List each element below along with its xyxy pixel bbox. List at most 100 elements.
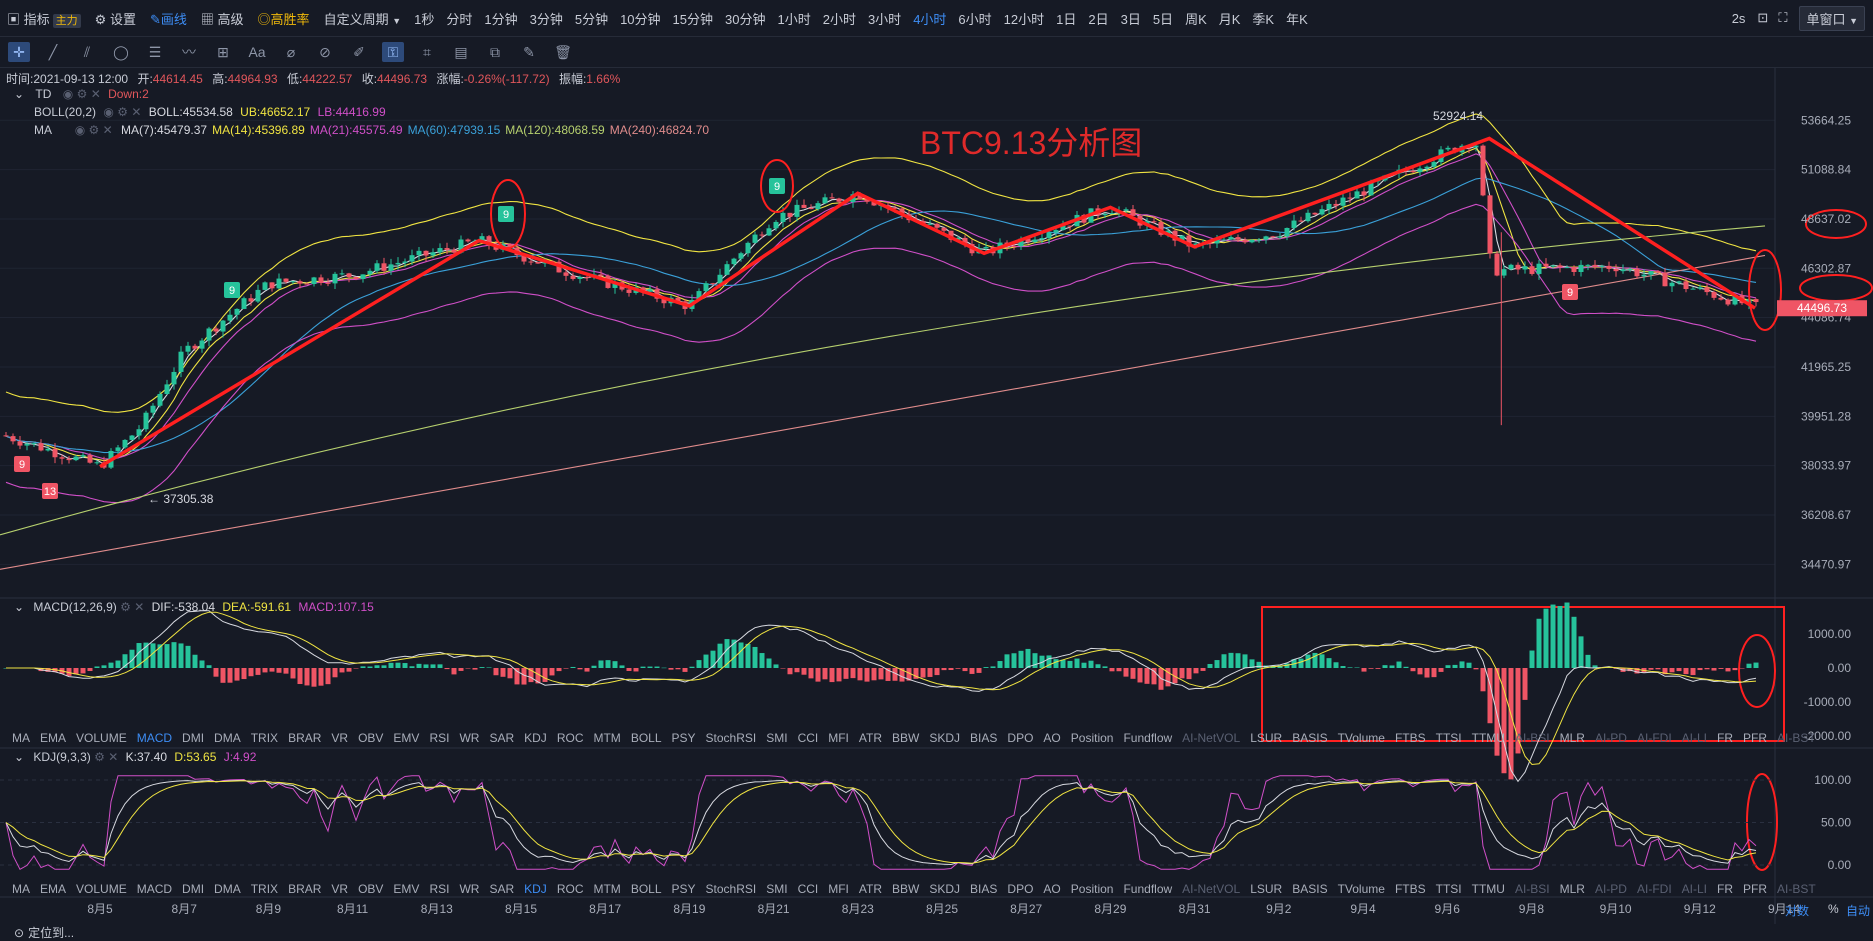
- indicator-tab-pfr[interactable]: PFR: [1743, 731, 1767, 745]
- indicator-tab-ao[interactable]: AO: [1043, 731, 1061, 745]
- gear-icon[interactable]: ⚙: [117, 105, 128, 119]
- indicator-tab-volume[interactable]: VOLUME: [76, 731, 127, 745]
- close-icon[interactable]: ✕: [131, 105, 142, 119]
- indicator-tab-dpo[interactable]: DPO: [1007, 731, 1034, 745]
- indicator-tab-obv[interactable]: OBV: [358, 882, 384, 896]
- indicator-tab-dma[interactable]: DMA: [214, 882, 241, 896]
- period-10[interactable]: 3小时: [867, 11, 902, 27]
- indicator-tab-ftbs[interactable]: FTBS: [1394, 882, 1426, 896]
- indicator-tab-ai-bsi[interactable]: AI-BSI: [1514, 731, 1550, 745]
- indicator-tab-ai-netvol[interactable]: AI-NetVOL: [1182, 882, 1241, 896]
- indicator-tab-smi[interactable]: SMI: [766, 731, 788, 745]
- period-2[interactable]: 1分钟: [484, 11, 518, 27]
- indicator-tab-atr[interactable]: ATR: [858, 882, 883, 896]
- indicator-tab-ai-li[interactable]: AI-LI: [1681, 882, 1707, 896]
- indicator-tab-ema[interactable]: EMA: [40, 882, 67, 896]
- lock-drawing-icon[interactable]: ⚿: [382, 42, 404, 62]
- indicator-tab-skdj[interactable]: SKDJ: [929, 882, 961, 896]
- fullscreen-icon[interactable]: ⛶: [1778, 10, 1788, 25]
- indicator-tab-bbw[interactable]: BBW: [892, 882, 920, 896]
- indicator-tab-stochrsi[interactable]: StochRSI: [705, 882, 757, 896]
- indicator-tab-ema[interactable]: EMA: [40, 731, 67, 745]
- collapse-icon[interactable]: ⌄: [14, 87, 25, 101]
- indicator-tab-ttsi[interactable]: TTSI: [1435, 882, 1462, 896]
- indicator-tab-ttsi[interactable]: TTSI: [1435, 731, 1462, 745]
- indicator-tab-lsur[interactable]: LSUR: [1250, 882, 1283, 896]
- gear-icon[interactable]: ⚙: [94, 750, 105, 764]
- measure-tool-icon[interactable]: ⊞: [217, 43, 229, 60]
- settings-button[interactable]: ⚙ 设置: [94, 11, 136, 27]
- edit-icon[interactable]: ✎: [523, 43, 535, 60]
- indicator-tab-sar[interactable]: SAR: [489, 731, 515, 745]
- indicator-tab-ai-fdi[interactable]: AI-FDI: [1636, 882, 1672, 896]
- period-16[interactable]: 3日: [1120, 11, 1141, 27]
- indicator-tab-fr[interactable]: FR: [1717, 882, 1733, 896]
- eye-icon[interactable]: ◉: [103, 105, 114, 119]
- advanced-button[interactable]: ▦ 高级: [200, 11, 244, 27]
- indicator-tab-ai-pd[interactable]: AI-PD: [1594, 731, 1627, 745]
- indicator-tab-ai-bst[interactable]: AI-BST: [1777, 731, 1816, 745]
- indicator-tab-dpo[interactable]: DPO: [1007, 882, 1034, 896]
- period-19[interactable]: 月K: [1218, 11, 1241, 27]
- trash-icon[interactable]: 🗑: [554, 43, 572, 60]
- close-icon[interactable]: ✕: [90, 87, 101, 101]
- indicator-tab-boll[interactable]: BOLL: [630, 882, 662, 896]
- period-17[interactable]: 5日: [1152, 11, 1174, 27]
- indicator-tab-dmi[interactable]: DMI: [182, 731, 205, 745]
- pattern-tool-icon[interactable]: ⌗: [423, 43, 431, 60]
- indicator-tab-ma[interactable]: MA: [12, 882, 30, 896]
- indicator-tab-lsur[interactable]: LSUR: [1250, 731, 1283, 745]
- text-tool-icon[interactable]: Aa: [248, 44, 266, 60]
- winrate-button[interactable]: ◎高胜率: [257, 11, 310, 27]
- indicator-tab-pfr[interactable]: PFR: [1743, 882, 1767, 896]
- collapse-icon[interactable]: ⌄: [14, 750, 25, 764]
- indicator-tab-vr[interactable]: VR: [331, 882, 349, 896]
- indicator-tab-volume[interactable]: VOLUME: [76, 882, 127, 896]
- indicator-tab-dma[interactable]: DMA: [214, 731, 241, 745]
- period-0[interactable]: 1秒: [414, 11, 435, 27]
- price-chart[interactable]: 52924.14 ← 37305.38 9 13 9 9 9 9 53664.25 51088.…: [0, 68, 1873, 924]
- custom-period-dropdown[interactable]: 自定义周期 ▼: [323, 11, 402, 27]
- indicators-button[interactable]: ▣ 指标 主力: [0, 9, 88, 28]
- indicator-tab-ftbs[interactable]: FTBS: [1394, 731, 1426, 745]
- wave-tool-icon[interactable]: 〰: [182, 44, 196, 60]
- indicator-tab-position[interactable]: Position: [1070, 882, 1114, 896]
- indicator-tab-brar[interactable]: BRAR: [288, 882, 322, 896]
- fibonacci-tool-icon[interactable]: ☰: [148, 43, 162, 60]
- period-11[interactable]: 4小时: [913, 11, 947, 27]
- indicator-tab-brar[interactable]: BRAR: [288, 731, 322, 745]
- indicator-tab-rsi[interactable]: RSI: [429, 882, 450, 896]
- indicator-tab-rsi[interactable]: RSI: [429, 731, 450, 745]
- indicator-tab-ai-fdi[interactable]: AI-FDI: [1636, 731, 1672, 745]
- locate-icon[interactable]: ⊙: [14, 925, 25, 940]
- indicator-tab-mlr[interactable]: MLR: [1559, 882, 1585, 896]
- indicator-tab-psy[interactable]: PSY: [671, 731, 696, 745]
- indicator-tab-ma[interactable]: MA: [12, 731, 30, 745]
- period-12[interactable]: 6小时: [958, 11, 992, 27]
- indicator-tab-kdj[interactable]: KDJ: [524, 731, 547, 745]
- indicator-tab-trix[interactable]: TRIX: [250, 882, 279, 896]
- indicator-tab-ao[interactable]: AO: [1043, 882, 1061, 896]
- period-9[interactable]: 2小时: [822, 11, 856, 27]
- indicator-tab-boll[interactable]: BOLL: [630, 731, 662, 745]
- indicator-tab-roc[interactable]: ROC: [556, 882, 584, 896]
- indicator-tab-fundflow[interactable]: Fundflow: [1123, 731, 1173, 745]
- indicator-tab-skdj[interactable]: SKDJ: [929, 731, 961, 745]
- indicator-tab-emv[interactable]: EMV: [393, 882, 420, 896]
- percent-scale-toggle[interactable]: %: [1828, 902, 1839, 916]
- indicator-tab-tvolume[interactable]: TVolume: [1337, 731, 1385, 745]
- window-mode-button[interactable]: 单窗口 ▼: [1799, 5, 1865, 31]
- indicator-tab-macd[interactable]: MACD: [136, 731, 173, 745]
- screenshot-icon[interactable]: ⊡: [1757, 10, 1769, 25]
- indicator-tab-bias[interactable]: BIAS: [970, 731, 998, 745]
- log-scale-toggle[interactable]: 对数: [1785, 904, 1810, 918]
- indicator-tab-cci[interactable]: CCI: [797, 731, 819, 745]
- indicator-tab-vr[interactable]: VR: [331, 731, 349, 745]
- indicator-tab-ai-bsi[interactable]: AI-BSI: [1514, 882, 1550, 896]
- indicator-tab-dmi[interactable]: DMI: [182, 882, 205, 896]
- indicator-tab-fr[interactable]: FR: [1717, 731, 1733, 745]
- close-icon[interactable]: ✕: [134, 600, 145, 614]
- indicator-tab-smi[interactable]: SMI: [766, 882, 788, 896]
- indicator-tab-fundflow[interactable]: Fundflow: [1123, 882, 1173, 896]
- indicator-tab-bias[interactable]: BIAS: [970, 882, 998, 896]
